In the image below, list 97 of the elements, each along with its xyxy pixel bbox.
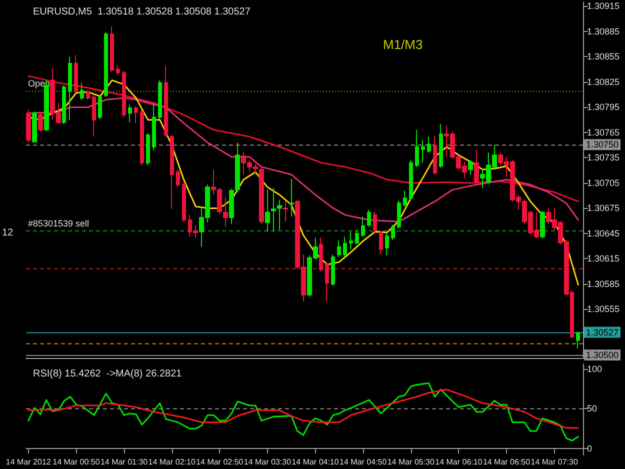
candlestick [235, 142, 240, 193]
candlestick [62, 84, 66, 125]
y-tick-label: 1.30645 [587, 228, 620, 238]
candlestick [122, 70, 126, 118]
candlestick [32, 110, 37, 144]
x-tick-label: 14 Mar 06:50 [482, 458, 531, 466]
x-tick-label: 14 Mar 07:30 [530, 458, 578, 466]
ref-line-label: 1.30500 [586, 350, 619, 360]
y-tick-label: 1.30585 [587, 278, 620, 289]
candlestick [92, 94, 96, 138]
x-tick-label: 14 Mar 06:10 [435, 458, 483, 466]
candlestick [86, 90, 90, 100]
y-tick-label: 1.30795 [587, 102, 620, 112]
candlestick [415, 129, 419, 168]
candlestick [146, 132, 150, 166]
candlestick [104, 32, 108, 98]
candlestick [433, 135, 437, 176]
chart-title: EURUSD,M5 1.30518 1.30528 1.30508 1.30527 [33, 6, 251, 18]
x-tick-label: 14 Mar 02:50 [196, 458, 244, 466]
candlestick [283, 200, 288, 222]
candlestick [343, 236, 347, 258]
candlestick [26, 109, 31, 144]
y-tick-label: 0 [587, 444, 592, 454]
candlestick [576, 331, 580, 350]
candlestick [98, 94, 102, 120]
candlestick [128, 104, 132, 123]
candlestick [170, 134, 174, 210]
y-tick-label: 100 [587, 364, 602, 374]
annotation: M1/M3 [383, 37, 423, 52]
candlestick [176, 168, 180, 188]
x-tick-label: 14 Mar 00:50 [52, 458, 100, 466]
candlestick [397, 200, 401, 229]
chart-title: RSI(8) 15.4262 ->MA(8) 26.2821 [33, 368, 182, 380]
candlestick [289, 178, 294, 218]
ref-line-label: #85301539 sell [28, 218, 90, 228]
candlestick [140, 109, 144, 166]
candlestick [468, 160, 473, 176]
candlestick [68, 56, 72, 120]
candlestick [439, 124, 443, 168]
candlestick [265, 189, 270, 232]
y-tick-label: 50 [587, 404, 598, 414]
x-tick-label: 14 Mar 02:10 [148, 458, 196, 466]
y-tick-label: 1.30705 [587, 178, 620, 188]
candlestick [349, 231, 353, 250]
candlestick [421, 140, 425, 164]
candlestick [409, 160, 413, 200]
candlestick [158, 80, 162, 120]
candlestick [325, 262, 329, 302]
candlestick [116, 64, 120, 76]
y-tick-label: 1.30615 [587, 254, 620, 264]
x-tick-label: 14 Mar 04:50 [340, 458, 388, 466]
candlestick [331, 254, 335, 286]
candlestick [337, 240, 341, 258]
candlestick [385, 232, 389, 256]
y-tick-label: 1.30915 [587, 1, 620, 12]
candlestick [391, 224, 395, 241]
x-tick-label: 14 Mar 03:30 [244, 458, 292, 466]
candlestick [277, 199, 282, 231]
candlestick [152, 102, 156, 151]
x-tick-label: 14 Mar 05:30 [387, 458, 435, 466]
x-tick-label: 14 Mar 2012 [6, 458, 52, 466]
candlestick [38, 112, 43, 132]
x-tick-label: 14 Mar 04:10 [292, 458, 340, 466]
ref-line-label: 1.30527 [586, 327, 619, 338]
text: 12 [2, 228, 14, 238]
candlestick [319, 237, 323, 272]
candlestick [361, 216, 365, 238]
candlestick [259, 167, 264, 225]
candlestick [474, 150, 479, 184]
y-tick-label: 1.30675 [587, 203, 620, 214]
y-tick-label: 1.30885 [587, 26, 620, 36]
candlestick [134, 106, 138, 124]
line-series [28, 382, 579, 442]
candlestick [164, 65, 168, 138]
ref-line-label: 1.30750 [586, 140, 619, 150]
candlestick [373, 211, 377, 234]
candlestick [223, 196, 228, 228]
candlestick [74, 54, 78, 93]
candlestick [379, 230, 383, 255]
candlestick [271, 187, 276, 232]
line-series [28, 388, 579, 429]
candlestick [367, 209, 371, 228]
candlestick [182, 182, 186, 222]
candlestick [403, 190, 407, 208]
line-series [28, 75, 579, 202]
y-tick-label: 1.30765 [587, 127, 620, 138]
y-tick-label: 1.30555 [587, 304, 620, 314]
candlestick [80, 82, 84, 100]
candlestick [427, 136, 431, 154]
candlestick [355, 230, 359, 245]
y-tick-label: 1.30825 [587, 76, 620, 87]
y-tick-label: 1.30735 [587, 152, 620, 163]
y-tick-label: 1.30855 [587, 52, 620, 62]
candlestick [540, 210, 545, 239]
x-tick-label: 14 Mar 01:30 [100, 458, 148, 466]
candlestick [229, 188, 234, 225]
candlestick [110, 26, 114, 72]
